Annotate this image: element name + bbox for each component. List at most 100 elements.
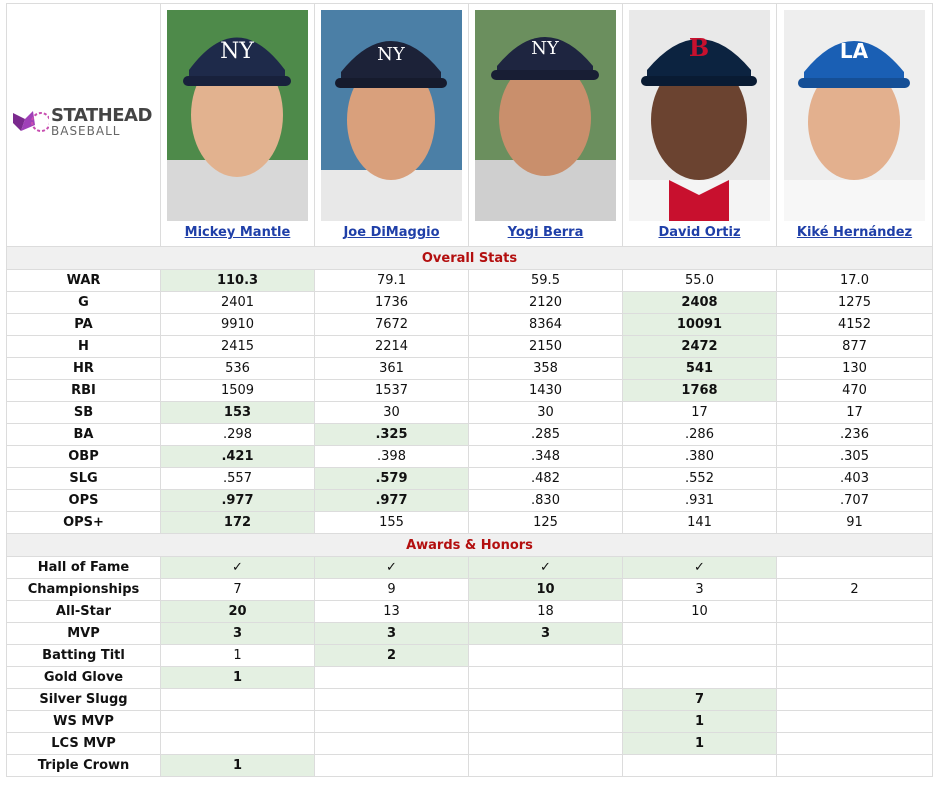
stat-value: 3 [622,578,777,601]
stat-value [776,600,933,623]
stat-value: 13 [314,600,469,623]
stat-label: Gold Glove [6,666,161,689]
stat-value: 7672 [314,313,469,336]
stat-label: HR [6,357,161,380]
stat-value: 130 [776,357,933,380]
stat-value: ✓ [468,556,623,579]
stat-value [468,688,623,711]
stat-value: 541 [622,357,777,380]
stat-value: 153 [160,401,315,424]
stat-label: LCS MVP [6,732,161,755]
stat-value: 79.1 [314,269,469,292]
stat-row: LCS MVP 1 [6,732,933,755]
stat-value: 3 [314,622,469,645]
stat-value: .830 [468,489,623,512]
stat-value: 2408 [622,291,777,314]
player-link[interactable]: Mickey Mantle [184,225,291,240]
stat-label: SB [6,401,161,424]
player-photo[interactable]: B [629,10,770,221]
stat-value: .325 [314,423,469,446]
stat-value: 110.3 [160,269,315,292]
player-photo[interactable]: NY [167,10,308,221]
stat-value: 155 [314,511,469,534]
player-photo[interactable]: NY [475,10,616,221]
stat-value [776,622,933,645]
stat-value: .977 [160,489,315,512]
player-link[interactable]: David Ortiz [658,225,741,240]
stat-value: 30 [314,401,469,424]
stat-value [776,710,933,733]
player-link[interactable]: Yogi Berra [507,225,584,240]
stat-row: OPS .977.977.830.931.707 [6,489,933,512]
player-photo[interactable]: LA [784,10,925,221]
stat-row: OPS+ 172 155 125 141 91 [6,511,933,534]
stat-value: 877 [776,335,933,358]
stat-value: 7 [622,688,777,711]
stathead-logo[interactable]: STATHEAD BASEBALL [11,105,160,139]
stat-value: 2150 [468,335,623,358]
stat-value: .380 [622,445,777,468]
stat-value: .579 [314,467,469,490]
stat-value: .552 [622,467,777,490]
stat-value: 536 [160,357,315,380]
stat-value [622,644,777,667]
svg-text:B: B [689,33,709,62]
player-photo[interactable]: NY [321,10,462,221]
stat-value: 1768 [622,379,777,402]
stat-label: RBI [6,379,161,402]
stat-label: WAR [6,269,161,292]
stat-value: 1275 [776,291,933,314]
stat-value: 1 [160,644,315,667]
stat-value: 1 [622,710,777,733]
stat-label: Batting Titl [6,644,161,667]
stat-value: .482 [468,467,623,490]
stat-value [776,688,933,711]
svg-text:NY: NY [220,39,254,64]
stat-label: All-Star [6,600,161,623]
stat-value: 10091 [622,313,777,336]
stat-row: Batting Titl 1 2 [6,644,933,667]
stat-label: MVP [6,622,161,645]
stat-value: ✓ [314,556,469,579]
stat-value: .977 [314,489,469,512]
stat-value: 2 [776,578,933,601]
stat-value: 361 [314,357,469,380]
stathead-mark-icon [13,111,49,132]
stat-value: 1 [622,732,777,755]
player-link[interactable]: Joe DiMaggio [343,225,440,240]
stat-value: 172 [160,511,315,534]
stat-row: SLG .557.579.482.552.403 [6,467,933,490]
stat-value [468,644,623,667]
stat-value: 2120 [468,291,623,314]
stat-value: 7 [160,578,315,601]
stat-row: MVP 3 3 3 [6,622,933,645]
stat-value: 125 [468,511,623,534]
logo-subtitle: BASEBALL [51,124,121,138]
stat-value: .286 [622,423,777,446]
svg-text:NY: NY [377,44,406,65]
stat-value [622,622,777,645]
stat-value: 20 [160,600,315,623]
stat-value: .285 [468,423,623,446]
stat-value: 1509 [160,379,315,402]
stat-value [160,710,315,733]
stat-value: 91 [776,511,933,534]
stat-value: .236 [776,423,933,446]
stat-value [776,556,933,579]
stat-label: Silver Slugg [6,688,161,711]
stat-row: Silver Slugg 7 [6,688,933,711]
stat-row: OBP .421.398.348.380.305 [6,445,933,468]
stat-label: OPS [6,489,161,512]
stat-value [468,732,623,755]
stat-value [314,754,469,777]
stat-value: 2214 [314,335,469,358]
stat-value: 1537 [314,379,469,402]
player-link[interactable]: Kiké Hernández [796,225,913,240]
player-col-1: NY Mickey Mantle [160,3,315,247]
stat-value: 17 [776,401,933,424]
awards-section-row: Awards & Honors [6,533,933,557]
stat-row: Championships 7 9 10 3 2 [6,578,933,601]
stat-row: RBI 1509 1537 1430 1768 470 [6,379,933,402]
stat-value: .557 [160,467,315,490]
stat-label: Hall of Fame [6,556,161,579]
